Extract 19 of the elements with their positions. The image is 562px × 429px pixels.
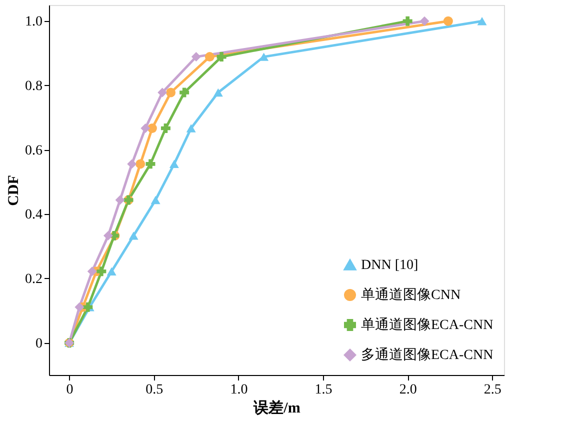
legend-label: 多通道图像ECA-CNN: [361, 347, 494, 363]
x-tick-label: 1.0: [230, 382, 248, 398]
x-tick-label: 1.5: [314, 382, 332, 398]
y-tick-label: 0.2: [25, 272, 42, 287]
legend-label: 单通道图像CNN: [361, 287, 461, 303]
x-axis-title: 误差/m: [252, 400, 301, 416]
y-axis-title: CDF: [6, 175, 22, 206]
x-tick-label: 2.0: [399, 382, 417, 398]
legend-label: DNN [10]: [361, 258, 418, 273]
y-tick-label: 0.8: [25, 78, 42, 94]
y-tick-label: 1.0: [25, 14, 42, 30]
y-tick-label: 0.6: [25, 143, 42, 158]
y-tick-label: 0: [36, 336, 42, 352]
y-tick-label: 0.4: [25, 208, 42, 223]
point: [147, 123, 157, 133]
x-tick-label: 0.5: [146, 382, 164, 398]
x-tick-label: 0: [66, 382, 74, 398]
x-tick-label: 2.5: [484, 382, 502, 398]
legend-label: 单通道图像ECA-CNN: [361, 317, 494, 333]
